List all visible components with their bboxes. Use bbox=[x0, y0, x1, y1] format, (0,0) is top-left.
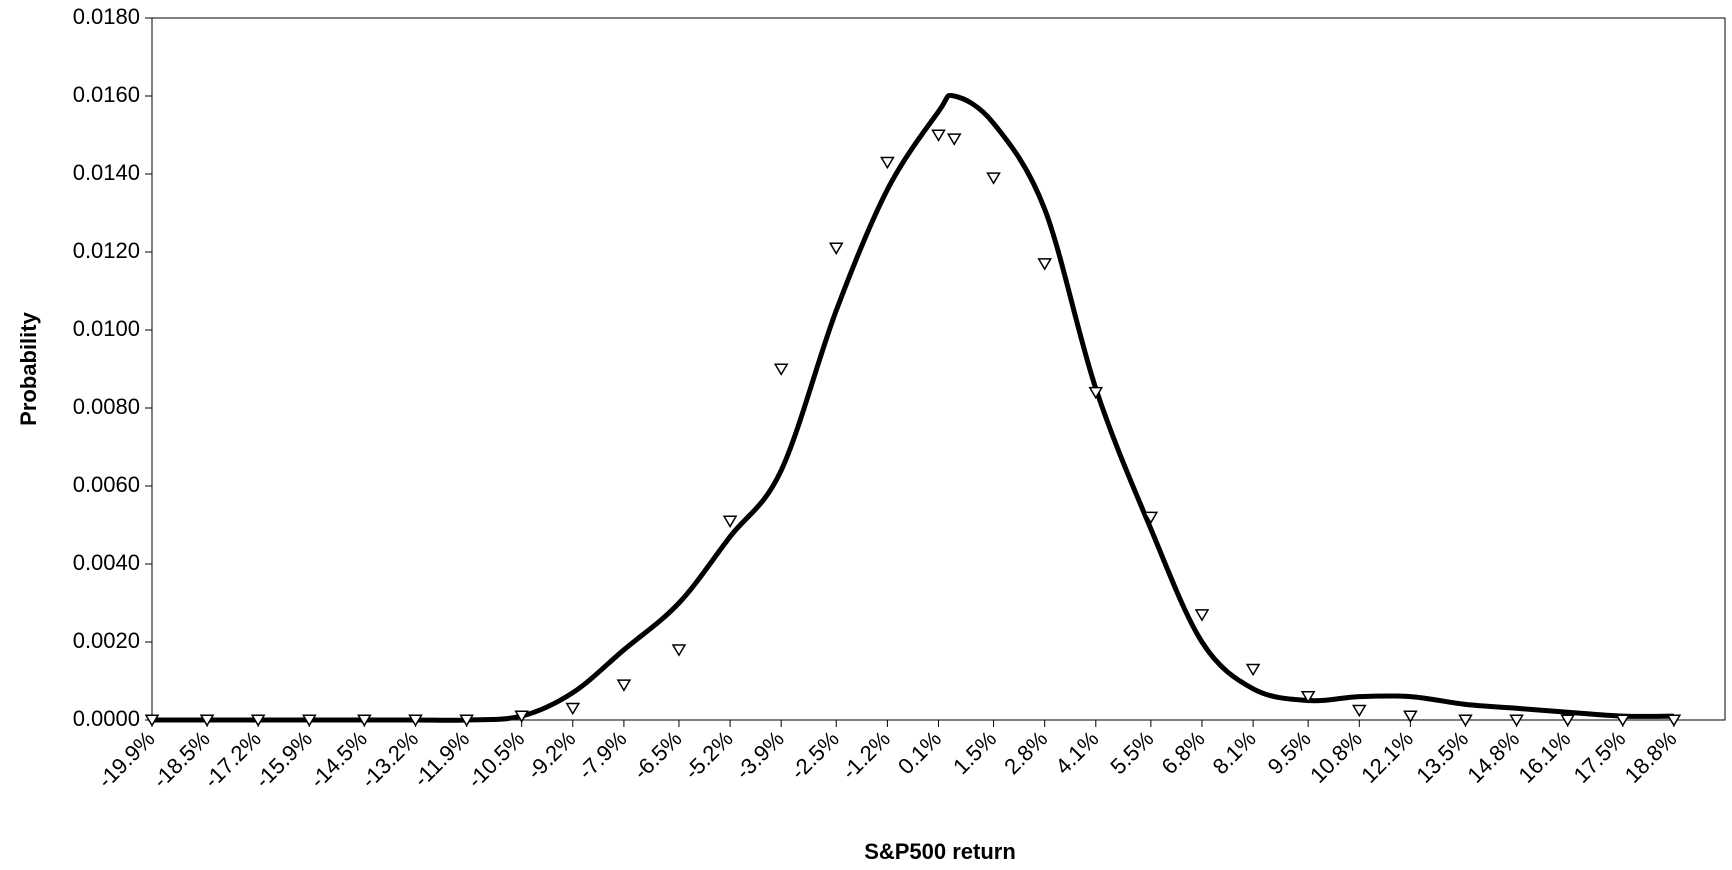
triangle-marker bbox=[1194, 609, 1210, 622]
x-tick-label: 2.8% bbox=[999, 726, 1052, 779]
y-tick-label: 0.0040 bbox=[73, 550, 140, 575]
x-tick-label: -2.5% bbox=[786, 726, 844, 784]
triangle-marker bbox=[1458, 714, 1473, 727]
x-tick-label: -17.2% bbox=[199, 726, 266, 793]
triangle-marker bbox=[459, 714, 474, 727]
triangle-marker bbox=[199, 714, 215, 727]
x-tick-label: 8.1% bbox=[1208, 726, 1261, 779]
y-tick-label: 0.0120 bbox=[73, 238, 140, 263]
x-tick-label: -10.5% bbox=[462, 726, 529, 793]
plot-frame bbox=[151, 17, 1726, 721]
density-line bbox=[152, 92, 1674, 723]
x-tick-label: 13.5% bbox=[1411, 726, 1473, 788]
x-tick-label: 1.5% bbox=[948, 726, 1001, 779]
x-tick-label: 10.8% bbox=[1305, 726, 1367, 788]
y-axis-title: Probability bbox=[16, 311, 41, 425]
x-tick-label: -15.9% bbox=[250, 726, 317, 793]
triangle-marker bbox=[1300, 691, 1316, 704]
triangle-marker bbox=[1509, 714, 1524, 727]
x-tick-label: 0.1% bbox=[893, 726, 946, 779]
x-tick-label: 16.1% bbox=[1514, 726, 1576, 788]
y-tick-label: 0.0140 bbox=[73, 160, 140, 185]
triangle-marker bbox=[828, 242, 844, 255]
triangle-marker bbox=[1403, 710, 1418, 723]
triangle-marker bbox=[946, 133, 962, 146]
triangle-marker bbox=[931, 129, 946, 142]
x-tick-label: -1.2% bbox=[837, 726, 895, 784]
triangle-marker bbox=[1088, 386, 1104, 400]
y-tick-label: 0.0020 bbox=[73, 628, 140, 653]
x-tick-label: 5.5% bbox=[1105, 726, 1158, 779]
y-tick-label: 0.0060 bbox=[73, 472, 140, 497]
y-tick-label: 0.0080 bbox=[73, 394, 140, 419]
x-tick-label: 18.8% bbox=[1620, 726, 1682, 788]
x-tick-label: -3.9% bbox=[731, 726, 789, 784]
triangle-marker bbox=[1666, 714, 1682, 727]
y-tick-label: 0.0100 bbox=[73, 316, 140, 341]
x-tick-label: -14.5% bbox=[305, 726, 372, 793]
triangle-marker bbox=[986, 172, 1001, 185]
triangle-marker bbox=[1560, 714, 1576, 727]
x-tick-label: -19.9% bbox=[93, 726, 160, 793]
x-tick-label: -9.2% bbox=[522, 726, 580, 784]
x-tick-label: 12.1% bbox=[1356, 726, 1418, 788]
y-tick-label: 0.0160 bbox=[73, 82, 140, 107]
triangle-marker bbox=[1351, 704, 1367, 718]
x-tick-label: -6.5% bbox=[628, 726, 686, 784]
y-tick-label: 0.0180 bbox=[73, 4, 140, 29]
triangle-marker bbox=[1143, 511, 1159, 525]
triangle-marker bbox=[1615, 714, 1631, 727]
triangle-marker bbox=[616, 679, 632, 692]
triangle-marker bbox=[722, 515, 738, 528]
triangle-marker bbox=[144, 714, 160, 727]
x-tick-label: 4.1% bbox=[1050, 726, 1103, 779]
x-tick-label: -13.2% bbox=[356, 726, 423, 793]
triangle-marker bbox=[1037, 258, 1052, 271]
triangle-marker bbox=[250, 714, 266, 727]
x-tick-label: -11.9% bbox=[408, 726, 474, 792]
triangle-marker bbox=[671, 644, 687, 657]
x-tick-label: -5.2% bbox=[679, 726, 737, 784]
triangle-marker bbox=[357, 714, 372, 727]
x-tick-label: -18.5% bbox=[148, 726, 215, 793]
x-tick-label: 17.5% bbox=[1569, 726, 1631, 788]
x-axis-title: S&P500 return bbox=[864, 839, 1016, 864]
x-tick-label: 14.8% bbox=[1462, 726, 1524, 788]
triangle-marker bbox=[773, 363, 789, 376]
triangle-marker bbox=[880, 156, 895, 170]
triangle-marker bbox=[301, 714, 317, 727]
triangle-marker bbox=[408, 714, 423, 727]
x-tick-label: 6.8% bbox=[1156, 726, 1209, 779]
triangle-marker bbox=[514, 710, 529, 723]
y-tick-label: 0.0000 bbox=[73, 706, 140, 731]
x-tick-label: -7.9% bbox=[573, 726, 631, 784]
triangle-marker bbox=[1245, 663, 1261, 677]
triangle-marker bbox=[565, 702, 581, 716]
